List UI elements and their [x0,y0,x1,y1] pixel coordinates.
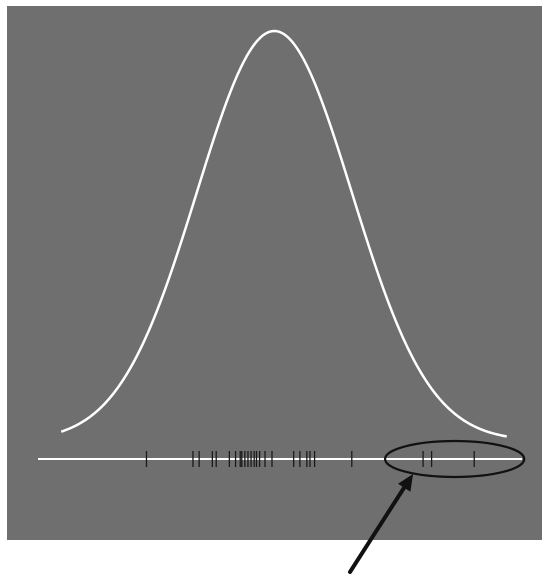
arrow-shaft [348,481,410,574]
outlier-ellipse [383,439,526,479]
density-curve [60,29,507,438]
arrow-head [398,474,414,492]
plot-background [7,6,542,540]
plot-layer [38,29,526,574]
